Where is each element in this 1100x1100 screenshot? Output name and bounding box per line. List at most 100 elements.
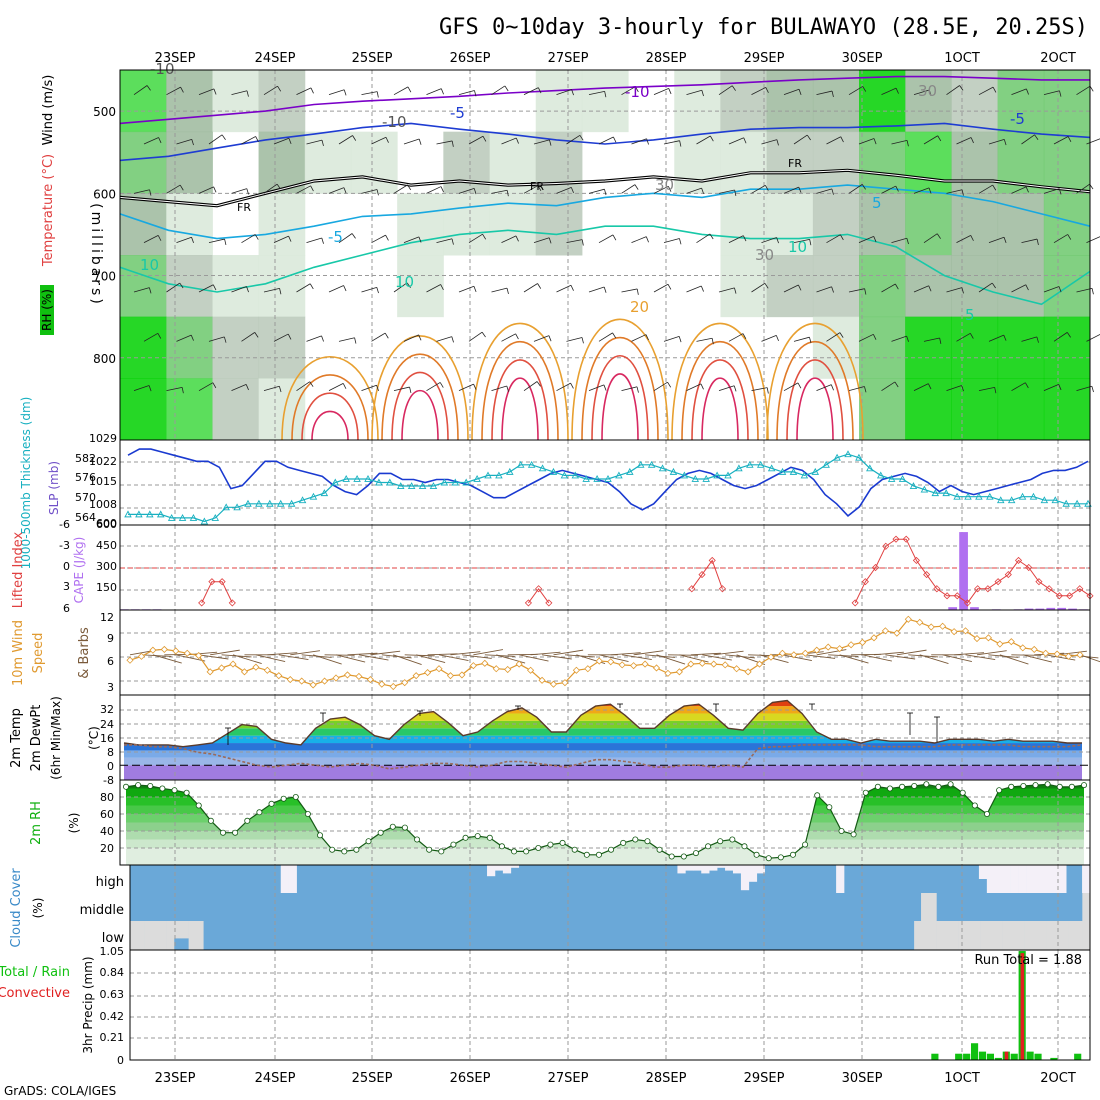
wind-speed-point [527,666,535,674]
wind-barb [831,188,834,195]
wind-barb [994,387,997,394]
date-label-top: 23SEP [155,51,196,66]
cloud-block [756,865,766,874]
rh-cell [859,193,906,256]
temp-band [124,765,1082,780]
wind-barb [798,284,802,291]
cloud-block [151,921,160,950]
surface-wind-barb [839,654,869,664]
wind-barb [710,135,714,142]
thickness-tick: 582 [75,452,96,465]
wind-barb [451,336,454,343]
lifted-index-point [1076,585,1084,593]
wind-barb [418,138,422,145]
wind-barb [831,286,834,293]
wind-speed-point [401,679,409,687]
cloud-block [725,865,734,871]
wind-tick: 12 [100,611,114,624]
li-tick: 0 [63,560,70,573]
lifted-index-point [1045,585,1053,593]
wind-speed-point [824,643,832,651]
thickness-point [538,464,547,472]
wind-barb [696,233,711,244]
wind-barb [598,136,614,145]
lifted-index-point [882,542,890,550]
thickness-point [975,492,983,500]
thickness-point [124,510,132,518]
rh-point [862,789,869,796]
tick-label: 700 [93,270,116,284]
wind-barb [506,190,509,197]
rh-point [741,843,748,850]
wind-speed-point [881,627,889,635]
wind-barb [1011,88,1027,96]
warm-isotherm [671,322,769,441]
wind-barb [273,137,290,145]
wind-barb [961,385,964,392]
wind-barb [158,137,162,144]
wind-barb [1053,136,1069,145]
wind-barb [403,236,420,244]
rh-band [126,784,1084,789]
wind-speed-point [126,656,134,664]
wind-speed-point [847,641,855,649]
wind-barb [166,86,181,96]
warm-isotherm [796,377,834,441]
surface-wind-barb [416,654,446,664]
wind-barb [515,235,519,242]
wind-barb [992,184,997,191]
wind-barb [621,86,636,96]
precip-total-bar [970,1043,979,1060]
cloud-block [280,865,289,893]
rh-point [377,829,384,836]
thickness-point [255,499,263,507]
warm-isotherm [501,377,539,441]
wind-barb [231,384,247,392]
wind-barb [254,332,259,338]
wind-speed-point [950,628,958,636]
rh-point [959,789,966,796]
contour-label: -5 [1010,110,1025,128]
wind-speed-point [149,646,157,654]
wind-barb [385,234,389,241]
wind-barb [1021,336,1037,342]
rh-point [498,843,505,850]
wind-barb [263,288,280,293]
wind-barb [873,236,877,243]
cloud-block [487,865,496,877]
wind-barb [198,284,214,293]
rh-cell [258,193,306,256]
wind-speed-point [275,672,283,680]
surface-wind-barb [210,649,240,656]
warm-isotherm [701,377,739,441]
cloud-block [188,921,197,950]
wind-barb [566,337,583,342]
wind-barb [287,333,292,340]
rh-point [135,782,142,789]
wind-barb [176,236,192,244]
surface-wind-barb [290,650,321,656]
rh-point [789,851,796,858]
cloud-block [693,865,702,871]
surface-wind-barb [312,654,342,665]
contour-label: -10 [382,113,407,131]
wind-barb [376,91,379,98]
wind-barb [212,284,217,291]
cloud-block [130,921,138,950]
lifted-index-line [527,587,550,604]
wind-speed-point [183,649,191,657]
wind-barb [734,287,737,294]
wind-barb [473,286,477,293]
lifted-index-point [228,599,236,607]
wind-barb [881,283,896,293]
wind-barb [894,381,899,388]
thickness-point [1040,496,1049,504]
wind-barb [923,233,938,243]
thickness-point [724,471,732,479]
cloud-block [1082,921,1091,950]
wind-speed-point [1007,638,1015,646]
surface-wind-barb [530,651,561,656]
thickness-point [647,460,656,468]
date-label-top: 29SEP [744,51,785,66]
isotherm-freezing-core [119,169,1091,207]
